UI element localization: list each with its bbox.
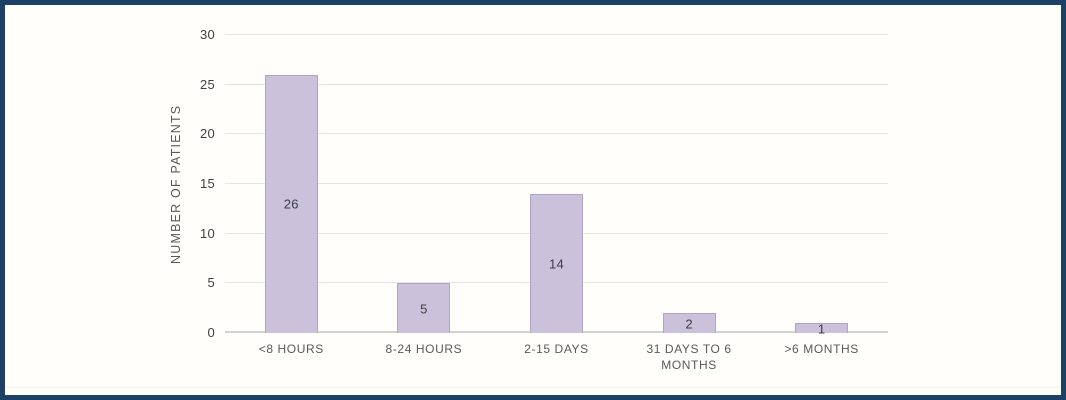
- bar-value-label: 1: [817, 321, 826, 337]
- bar-value-label: 14: [548, 256, 565, 272]
- gridline: [225, 183, 888, 184]
- x-category-label: <8 HOURS: [258, 342, 324, 356]
- y-tick-label: 15: [199, 176, 215, 191]
- bar-value-label: 26: [283, 196, 299, 212]
- bar-value-label: 5: [420, 301, 428, 317]
- bar-slot: 14: [490, 35, 623, 333]
- bars-row: 26 5 14 2 1: [225, 35, 888, 337]
- gridline: [225, 34, 888, 35]
- x-category-label: 2-15 DAYS: [524, 342, 589, 356]
- x-category-label: >6 MONTHS: [784, 342, 859, 356]
- y-tick-label: 20: [199, 126, 215, 142]
- chart-object-bottom-edge: [5, 387, 1061, 388]
- bar-chart: NUMBER OF PATIENTS 26 5 14 2 1 <8 HOURS 8-24 …: [5, 5, 1061, 395]
- bar-2-15-days: 14: [529, 193, 583, 333]
- y-tick-label: 5: [207, 275, 215, 291]
- y-tick-label: 30: [199, 27, 215, 42]
- bar-8-24-hours: 5: [397, 283, 451, 333]
- gridline: [225, 133, 888, 135]
- bar-value-label: 2: [685, 316, 693, 332]
- y-tick-label: 0: [207, 325, 215, 340]
- y-tick-label: 25: [199, 76, 215, 92]
- bar-slot: 26: [225, 35, 358, 333]
- gridline: [225, 83, 888, 85]
- x-axis-labels: <8 HOURS 8-24 HOURS 2-15 DAYS 31 DAYS TO 6 …: [225, 341, 888, 373]
- x-category-label: 8-24 HOURS: [385, 342, 463, 356]
- bar-slot: 1: [755, 35, 888, 337]
- x-category-label: 31 DAYS TO 6 MONTHS: [646, 342, 732, 373]
- bar-31-days-to-6-months: 2: [662, 313, 716, 333]
- bar-slot: 5: [358, 35, 491, 333]
- bar--8-hours: 26: [264, 74, 318, 333]
- bar--6-months: 1: [795, 321, 849, 337]
- bar-slot: 2: [623, 35, 756, 333]
- plot-area: 26 5 14 2 1 <8 HOURS 8-24 HOURS 2-15 DAYS 31 DA…: [225, 34, 888, 372]
- y-tick-label: 10: [199, 225, 215, 241]
